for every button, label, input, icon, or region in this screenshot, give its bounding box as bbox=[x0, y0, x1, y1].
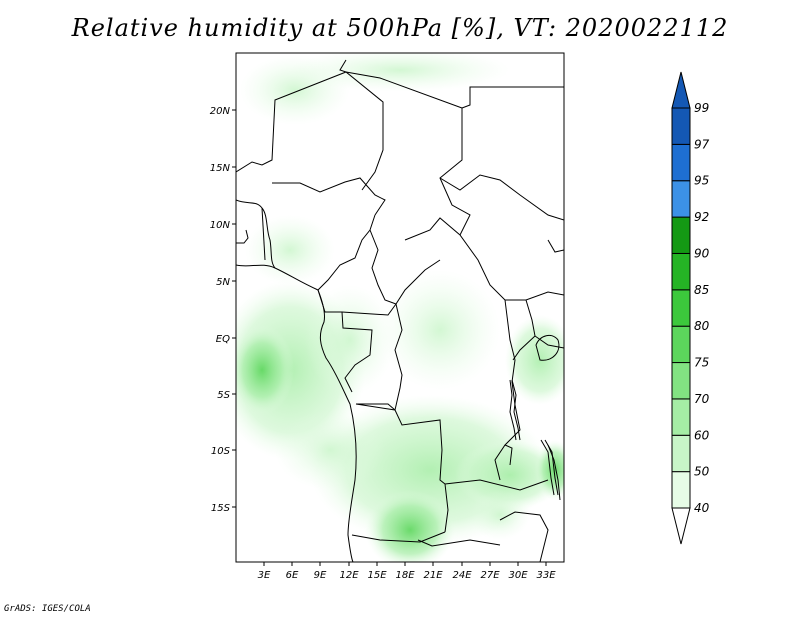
lon-label: 33E bbox=[536, 570, 556, 581]
lon-label: 15E bbox=[367, 570, 387, 581]
lon-label: 21E bbox=[423, 570, 443, 581]
colorbar-level-label: 70 bbox=[694, 392, 710, 406]
country-borders bbox=[236, 59, 564, 562]
grads-credit: GrADS: IGES/COLA bbox=[4, 604, 91, 614]
lon-label: 3E bbox=[258, 570, 271, 581]
lat-label: 5N bbox=[216, 277, 230, 288]
lat-label: 10N bbox=[210, 220, 231, 231]
colorbar-level-label: 99 bbox=[694, 101, 709, 115]
colorbar-level-label: 90 bbox=[694, 246, 710, 260]
lakes bbox=[504, 334, 560, 496]
colorbar-segment bbox=[671, 180, 691, 218]
colorbar-top-arrow bbox=[671, 71, 691, 109]
longitude-labels: 3E 6E 9E 12E 15E 18E 21E 24E 27E 30E 33E bbox=[258, 570, 557, 581]
colorbar-level-label: 97 bbox=[694, 137, 710, 151]
colorbar-level-label: 60 bbox=[694, 428, 710, 442]
colorbar-level-label: 50 bbox=[694, 465, 710, 479]
map-frame bbox=[235, 52, 565, 563]
colorbar-level-label: 85 bbox=[694, 283, 709, 297]
lon-label: 12E bbox=[339, 570, 359, 581]
lon-label: 30E bbox=[508, 570, 528, 581]
lat-label: 15N bbox=[210, 163, 231, 174]
colorbar-labels: 40 50 60 70 75 80 85 90 92 95 97 99 bbox=[694, 101, 710, 515]
colorbar-level-label: 80 bbox=[694, 319, 710, 333]
lon-label: 24E bbox=[452, 570, 472, 581]
lat-label: 5S bbox=[217, 390, 230, 401]
colorbar-segment bbox=[671, 362, 691, 400]
colorbar-segment bbox=[671, 325, 691, 364]
lon-label: 18E bbox=[395, 570, 415, 581]
latitude-axis bbox=[232, 109, 236, 508]
colorbar-level-label: 75 bbox=[694, 356, 709, 370]
lon-label: 27E bbox=[480, 570, 500, 581]
colorbar bbox=[671, 71, 691, 545]
colorbar-segment bbox=[671, 216, 691, 254]
lat-label: 10S bbox=[211, 446, 231, 457]
map-title: Relative humidity at 500hPa [%], VT: 202… bbox=[71, 14, 729, 42]
humidity-shading bbox=[236, 53, 564, 562]
longitude-axis bbox=[263, 562, 547, 566]
colorbar-segment bbox=[671, 143, 691, 182]
colorbar-segment bbox=[671, 107, 691, 145]
lon-label: 9E bbox=[314, 570, 327, 581]
colorbar-level-label: 92 bbox=[694, 210, 709, 224]
colorbar-bottom-arrow bbox=[671, 507, 691, 545]
lon-label: 6E bbox=[286, 570, 299, 581]
lat-label: 20N bbox=[210, 106, 231, 117]
colorbar-segment bbox=[671, 289, 691, 327]
colorbar-level-label: 40 bbox=[694, 501, 710, 515]
lat-label: EQ bbox=[216, 334, 230, 345]
colorbar-segment bbox=[671, 252, 691, 291]
colorbar-segment bbox=[671, 434, 691, 473]
colorbar-segment bbox=[671, 398, 691, 436]
colorbar-level-label: 95 bbox=[694, 174, 709, 188]
colorbar-segment bbox=[671, 471, 691, 509]
lat-label: 15S bbox=[211, 503, 231, 514]
latitude-labels: 20N 15N 10N 5N EQ 5S 10S 15S bbox=[210, 106, 231, 514]
